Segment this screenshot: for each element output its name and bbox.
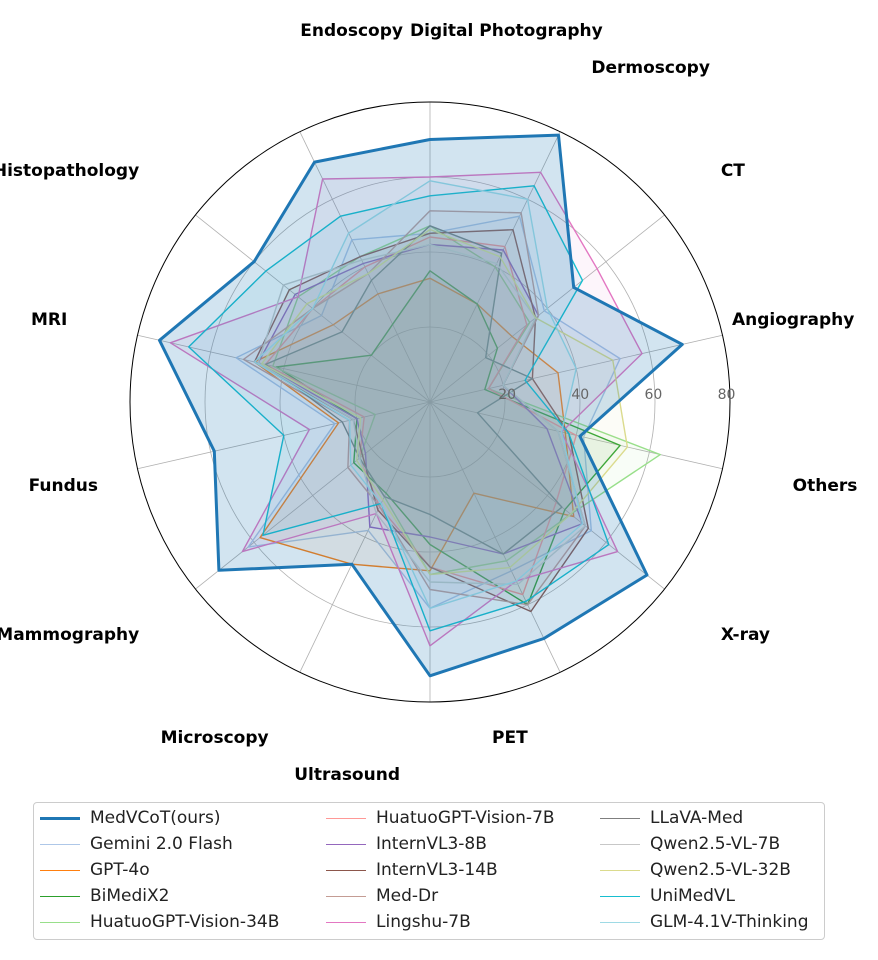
spoke <box>429 401 561 673</box>
radar-series-layer <box>158 133 684 678</box>
legend-swatch <box>326 869 366 871</box>
legend-label: UniMedVL <box>650 886 735 906</box>
legend-item: HuatuoGPT-Vision-7B <box>326 805 555 831</box>
legend: MedVCoT(ours) Gemini 2.0 Flash GPT-4o BiMed… <box>33 802 825 940</box>
category-label-others: Others <box>793 476 858 496</box>
outer-ring <box>129 101 731 703</box>
category-label-microscopy: Microscopy <box>161 728 269 748</box>
series-bimedix2 <box>275 270 621 606</box>
category-label-mri: MRI <box>31 310 67 330</box>
category-label-dermoscopy: Dermoscopy <box>591 58 710 78</box>
legend-label: Qwen2.5-VL-7B <box>650 834 781 854</box>
legend-label: Lingshu-7B <box>376 912 471 932</box>
series-llava-med <box>264 225 563 555</box>
category-labels: Digital Photography Dermoscopy CT Angiograp… <box>0 21 857 785</box>
series-qwen2-5-vl-32b <box>261 228 629 576</box>
legend-swatch <box>40 816 80 820</box>
series-medvcot-ours <box>158 133 684 678</box>
legend-swatch <box>40 921 80 923</box>
series-glm-4-1v-thinking <box>253 180 584 609</box>
legend-label: GLM-4.1V-Thinking <box>650 912 809 932</box>
legend-swatch <box>600 869 640 871</box>
series-med-dr <box>242 210 587 606</box>
category-label-angiography: Angiography <box>732 310 854 330</box>
legend-item: InternVL3-8B <box>326 831 487 857</box>
legend-swatch <box>326 895 366 897</box>
radial-tick-20: 20 <box>498 387 516 403</box>
legend-item: Qwen2.5-VL-7B <box>600 831 780 857</box>
legend-item: LLaVA-Med <box>600 805 743 831</box>
legend-item: Gemini 2.0 Flash <box>40 831 233 857</box>
radar-plot: 20 40 60 80 Digital Photography Dermoscopy CT… <box>0 21 857 785</box>
legend-swatch <box>600 921 640 923</box>
legend-label: HuatuoGPT-Vision-7B <box>376 808 555 828</box>
legend-item: Qwen2.5-VL-32B <box>600 857 791 883</box>
series-qwen2-5-vl-7b <box>257 243 587 586</box>
legend-item: MedVCoT(ours) <box>40 805 221 831</box>
series-unimedvl <box>187 185 610 632</box>
legend-label: GPT-4o <box>90 860 150 880</box>
legend-label: MedVCoT(ours) <box>90 808 221 828</box>
legend-label: BiMediX2 <box>90 886 170 906</box>
legend-swatch <box>40 843 80 845</box>
legend-swatch <box>40 869 80 871</box>
legend-item: GPT-4o <box>40 857 150 883</box>
category-label-x-ray: X-ray <box>721 625 770 645</box>
radial-tick-80: 80 <box>718 387 736 403</box>
legend-item: BiMediX2 <box>40 883 170 909</box>
category-label-pet: PET <box>492 728 528 748</box>
spoke <box>195 401 431 590</box>
legend-label: Qwen2.5-VL-32B <box>650 860 791 880</box>
legend-swatch <box>326 843 366 845</box>
spoke <box>137 334 431 403</box>
legend-item: Lingshu-7B <box>326 909 471 935</box>
spoke <box>429 401 665 590</box>
legend-swatch <box>600 843 640 845</box>
series-gpt-4o <box>253 277 575 572</box>
legend-item: Med-Dr <box>326 883 438 909</box>
category-label-mammography: Mammography <box>0 625 139 645</box>
legend-item: HuatuoGPT-Vision-34B <box>40 909 279 935</box>
legend-item: UniMedVL <box>600 883 735 909</box>
legend-label: InternVL3-14B <box>376 860 498 880</box>
legend-label: InternVL3-8B <box>376 834 487 854</box>
legend-swatch <box>600 895 640 897</box>
spoke <box>299 401 431 673</box>
radial-tick-60: 60 <box>644 387 662 403</box>
legend-swatch <box>40 895 80 897</box>
category-label-digital-photography: Digital Photography <box>410 21 603 41</box>
category-label-fundus: Fundus <box>29 476 98 496</box>
category-label-endoscopy: Endoscopy <box>300 21 403 41</box>
legend-label: Med-Dr <box>376 886 439 906</box>
radial-tick-40: 40 <box>571 387 589 403</box>
legend-item: InternVL3-14B <box>326 857 498 883</box>
legend-swatch <box>600 817 640 819</box>
category-label-ct: CT <box>721 161 745 181</box>
category-label-ultrasound: Ultrasound <box>294 765 400 785</box>
legend-item: GLM-4.1V-Thinking <box>600 909 808 935</box>
legend-label: HuatuoGPT-Vision-34B <box>90 912 280 932</box>
category-label-histopathology: Histopathology <box>0 161 139 181</box>
legend-swatch <box>326 817 366 819</box>
legend-label: Gemini 2.0 Flash <box>90 834 233 854</box>
series-internvl3-14b <box>253 228 589 613</box>
radial-tick-labels: 20 40 60 80 <box>498 387 735 403</box>
legend-swatch <box>326 921 366 923</box>
series-lingshu-7b <box>169 171 643 647</box>
legend-label: LLaVA-Med <box>650 808 744 828</box>
